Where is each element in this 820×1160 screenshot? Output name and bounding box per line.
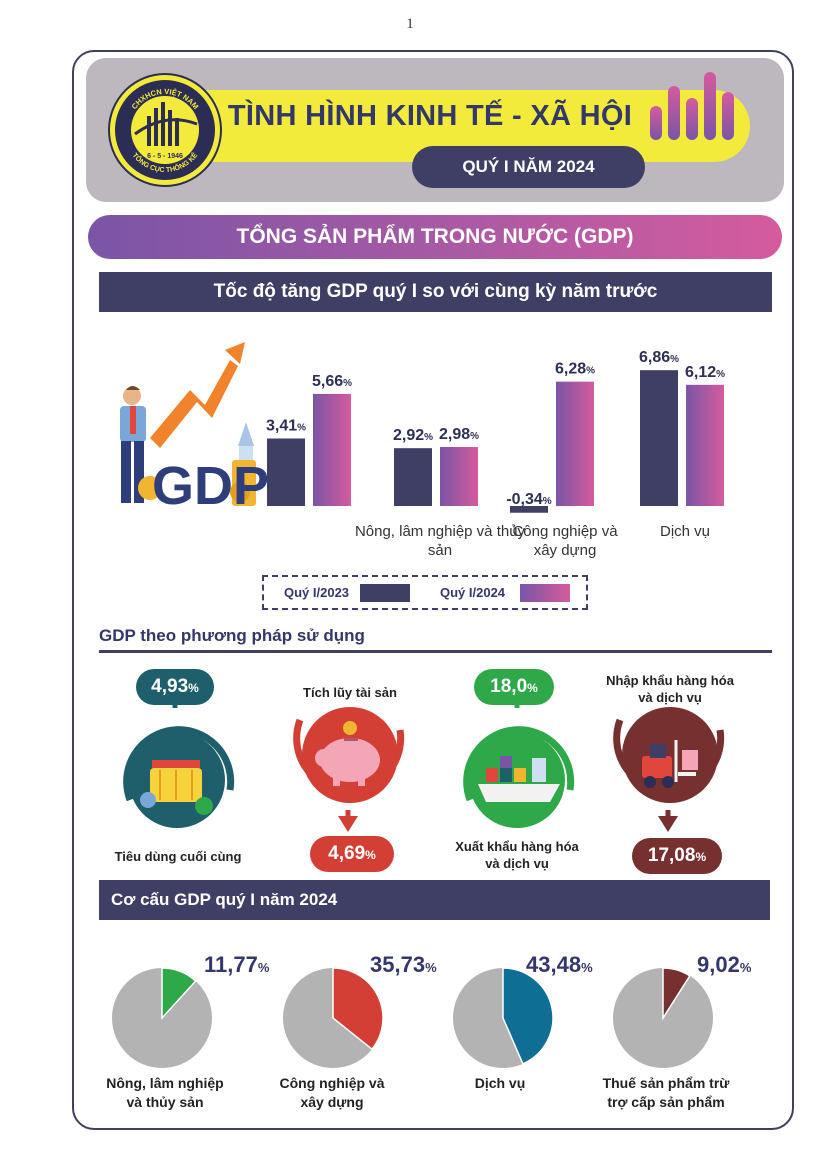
bar-label-unit: % [670, 354, 679, 365]
pie-slice-tax [662, 967, 691, 1021]
consumption-unit: % [188, 681, 199, 695]
bar-label-unit: % [716, 369, 725, 380]
use-section-graphics [123, 686, 725, 832]
export-label: Xuất khẩu hàng hóa và dịch vụ [455, 839, 579, 871]
pie-value-tax-unit: % [739, 960, 752, 975]
shopping-basket-icon [140, 760, 213, 815]
gdp-structure-pie-charts [112, 967, 713, 1068]
legend-swatch-2023 [360, 584, 410, 602]
category-label-1: Nông, lâm nghiệp và thủy sản [354, 523, 526, 559]
pie-value-agri-number: 11,77 [204, 952, 258, 977]
pie-value-tax-number: 9,02 [697, 952, 740, 977]
pie-value-services-number: 43,48 [526, 952, 582, 977]
logo-date-text: 6 - 5 - 1946 [147, 153, 183, 160]
legend-swatch-2024 [520, 584, 570, 602]
pie-slice-agri [161, 967, 197, 1020]
bar-label-unit: % [586, 366, 595, 377]
pie-value-services-unit: % [581, 960, 593, 975]
gdp-banner: TỔNG SẢN PHẨM TRONG NƯỚC (GDP) [88, 215, 782, 259]
bar-label-2024-cat1: 2,98% [439, 426, 479, 443]
category-label-2: Công nghiệp và xây dựng [512, 523, 618, 559]
consumption-label: Tiêu dùng cuối cùng [114, 849, 242, 864]
pie-value-agri: 11,77% [204, 952, 269, 978]
bar-label-2024-cat2: 6,28% [555, 361, 595, 378]
pie-label-tax: Thuế sản phẩm trừ trợ cấp sản phẩm [602, 1075, 730, 1110]
import-unit: % [695, 850, 707, 864]
export-growth-arrow-icon [463, 686, 575, 828]
legend-label-2024: Quý I/2024 [440, 585, 506, 600]
bar-label-unit: % [343, 378, 352, 389]
gdp-growth-bar-chart: GDP 3,41% 2,92% -0,34% 6,86% 5,66% 2,98% 6,28%… [120, 342, 725, 516]
bar-label-unit: % [424, 432, 433, 443]
bar-2023-cat0 [267, 438, 305, 506]
pie-value-services: 43,48% [526, 952, 593, 978]
accumulation-label: Tích lũy tài sản [303, 685, 397, 700]
bar-label-2024-cat3: 6,12% [685, 364, 725, 381]
period-pill: QUÝ I NĂM 2024 [412, 146, 645, 188]
accumulation-unit: % [365, 848, 376, 862]
pie-slice-industry [332, 967, 384, 1051]
import-label: Nhập khẩu hàng hóa và dịch vụ [606, 673, 734, 705]
page-number: 1 [406, 16, 414, 32]
bar-label-2023-cat0: 3,41% [266, 417, 306, 434]
forklift-icon [642, 740, 698, 788]
pie-value-tax: 9,02% [697, 952, 751, 978]
accumulation-value: 4,69 [328, 843, 366, 864]
category-label-3: Dịch vụ [659, 523, 711, 540]
cargo-ship-icon [478, 756, 560, 802]
bar-label-2023-cat3: 6,86% [639, 349, 679, 366]
consumption-growth-arrow-icon [123, 686, 235, 828]
chart-legend [262, 575, 588, 610]
pie-label-industry: Công nghiệp và xây dựng [279, 1075, 385, 1110]
pie-value-industry-unit: % [425, 960, 437, 975]
gdp-illustration-icon [120, 342, 256, 506]
import-value-pill: 17,08% [632, 838, 722, 874]
bar-2023-cat1 [394, 448, 432, 506]
use-section-title: GDP theo phương pháp sử dụng [99, 626, 365, 645]
gso-logo: CHXHCN VIỆT NAM 6 - 5 - 1946 TỔNG CỤC TH… [108, 73, 222, 187]
pie-label-agri: Nông, lâm nghiệp và thủy sản [106, 1075, 224, 1110]
bar-label-unit: % [470, 431, 479, 442]
bar-2024-cat2 [556, 381, 594, 506]
pie-value-industry-number: 35,73 [370, 952, 426, 977]
bar-2024-cat1 [440, 446, 478, 506]
bar-label-unit: % [297, 422, 306, 433]
page-title: TÌNH HÌNH KINH TẾ - XÃ HỘI [227, 100, 633, 132]
export-unit: % [527, 681, 538, 695]
export-value-pill: 18,0% [474, 669, 554, 705]
export-value: 18,0 [490, 676, 528, 697]
bar-label-2024-cat0: 5,66% [312, 373, 352, 390]
consumption-value-pill: 4,93% [136, 669, 214, 705]
page-frame [72, 50, 794, 1130]
decorative-bars-icon [650, 72, 734, 140]
bar-2023-cat2 [510, 506, 548, 513]
pie-label-services: Dịch vụ [474, 1075, 526, 1091]
bar-label-2023-cat2: -0,34% [506, 491, 551, 508]
import-value: 17,08 [647, 845, 696, 866]
pie-value-agri-unit: % [257, 960, 270, 975]
bar-label-2023-cat1: 2,92% [393, 427, 433, 444]
accumulation-value-pill: 4,69% [310, 836, 394, 872]
legend-label-2023: Quý I/2023 [284, 585, 350, 600]
use-section-divider [99, 650, 772, 653]
growth-section-title: Tốc độ tăng GDP quý I so với cùng kỳ năm… [99, 272, 772, 312]
bar-2023-cat3 [640, 370, 678, 506]
pie-value-industry: 35,73% [370, 952, 437, 978]
bar-2024-cat0 [313, 393, 351, 506]
gdp-icon-text: GDP [152, 456, 269, 516]
bar-label-unit: % [543, 496, 552, 507]
structure-section-title: Cơ cấu GDP quý I năm 2024 [99, 880, 770, 920]
pie-slice-services [502, 967, 554, 1065]
consumption-value: 4,93 [151, 676, 189, 697]
piggy-bank-icon [315, 721, 380, 786]
bar-2024-cat3 [686, 384, 724, 506]
